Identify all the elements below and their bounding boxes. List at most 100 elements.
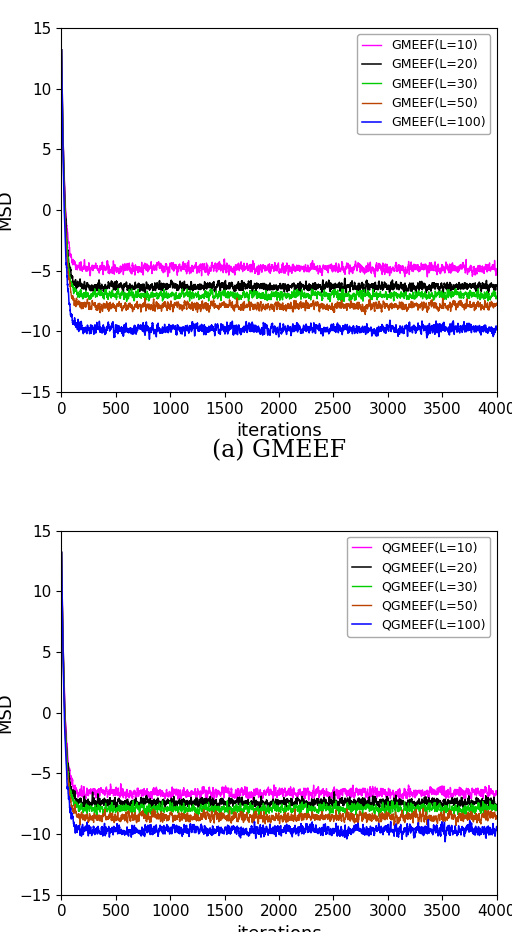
Line: QGMEEF(L=10): QGMEEF(L=10) — [61, 553, 497, 802]
QGMEEF(L=100) — [480, 824, 486, 835]
QGMEEF(L=20) — [265, 800, 271, 811]
GMEEF(L=30) — [375, 289, 381, 300]
GMEEF(L=100) — [459, 322, 465, 334]
QGMEEF(L=30) — [58, 547, 65, 558]
GMEEF(L=50) — [375, 301, 381, 312]
GMEEF(L=50) — [241, 296, 247, 308]
GMEEF(L=10) — [58, 44, 65, 55]
GMEEF(L=20) — [241, 280, 247, 291]
QGMEEF(L=30) — [245, 805, 251, 816]
GMEEF(L=10) — [494, 263, 500, 274]
QGMEEF(L=10) — [494, 788, 500, 800]
GMEEF(L=30) — [245, 291, 251, 302]
GMEEF(L=10) — [480, 263, 486, 274]
QGMEEF(L=20) — [241, 799, 247, 810]
GMEEF(L=100) — [146, 334, 153, 345]
QGMEEF(L=50) — [241, 809, 247, 820]
Line: GMEEF(L=30): GMEEF(L=30) — [61, 49, 497, 302]
QGMEEF(L=50) — [459, 815, 465, 826]
QGMEEF(L=50) — [245, 812, 251, 823]
GMEEF(L=100) — [245, 322, 251, 333]
Line: QGMEEF(L=50): QGMEEF(L=50) — [61, 553, 497, 826]
QGMEEF(L=50) — [494, 811, 500, 822]
GMEEF(L=50) — [459, 296, 465, 308]
QGMEEF(L=20) — [469, 804, 475, 816]
QGMEEF(L=100) — [442, 836, 448, 847]
GMEEF(L=100) — [480, 326, 486, 337]
GMEEF(L=30) — [480, 292, 486, 303]
GMEEF(L=20) — [245, 278, 251, 289]
QGMEEF(L=50) — [58, 547, 65, 558]
X-axis label: iterations: iterations — [236, 925, 322, 932]
QGMEEF(L=10) — [241, 788, 247, 799]
GMEEF(L=20) — [494, 281, 500, 292]
Text: (a) GMEEF: (a) GMEEF — [212, 440, 346, 462]
Line: GMEEF(L=10): GMEEF(L=10) — [61, 49, 497, 277]
GMEEF(L=10) — [245, 265, 251, 276]
GMEEF(L=100) — [494, 324, 500, 336]
GMEEF(L=10) — [372, 271, 378, 282]
QGMEEF(L=30) — [375, 802, 381, 814]
QGMEEF(L=20) — [245, 797, 251, 808]
GMEEF(L=20) — [459, 283, 465, 295]
GMEEF(L=10) — [459, 263, 465, 274]
Line: QGMEEF(L=100): QGMEEF(L=100) — [61, 553, 497, 842]
QGMEEF(L=20) — [58, 547, 65, 558]
Line: GMEEF(L=20): GMEEF(L=20) — [61, 49, 497, 294]
GMEEF(L=20) — [480, 281, 486, 293]
X-axis label: iterations: iterations — [236, 422, 322, 441]
QGMEEF(L=20) — [459, 793, 465, 804]
GMEEF(L=10) — [375, 266, 381, 277]
GMEEF(L=30) — [58, 44, 65, 55]
GMEEF(L=20) — [413, 288, 419, 299]
QGMEEF(L=10) — [58, 547, 65, 558]
QGMEEF(L=50) — [453, 820, 459, 831]
QGMEEF(L=50) — [375, 813, 381, 824]
QGMEEF(L=10) — [375, 791, 381, 802]
GMEEF(L=30) — [241, 291, 247, 302]
QGMEEF(L=30) — [94, 811, 100, 822]
GMEEF(L=50) — [245, 301, 251, 312]
GMEEF(L=100) — [58, 44, 65, 55]
QGMEEF(L=100) — [494, 821, 500, 832]
QGMEEF(L=20) — [480, 798, 486, 809]
GMEEF(L=100) — [241, 326, 247, 337]
QGMEEF(L=30) — [265, 800, 271, 811]
Line: QGMEEF(L=20): QGMEEF(L=20) — [61, 553, 497, 810]
GMEEF(L=30) — [459, 288, 465, 299]
QGMEEF(L=10) — [459, 788, 465, 800]
GMEEF(L=20) — [58, 44, 65, 55]
QGMEEF(L=100) — [459, 822, 465, 833]
GMEEF(L=30) — [265, 289, 271, 300]
GMEEF(L=50) — [58, 44, 65, 55]
QGMEEF(L=30) — [480, 806, 486, 817]
Legend: QGMEEF(L=10), QGMEEF(L=20), QGMEEF(L=30), QGMEEF(L=50), QGMEEF(L=100): QGMEEF(L=10), QGMEEF(L=20), QGMEEF(L=30)… — [347, 537, 490, 637]
GMEEF(L=50) — [480, 301, 486, 312]
GMEEF(L=30) — [494, 291, 500, 302]
GMEEF(L=20) — [375, 281, 381, 293]
GMEEF(L=30) — [123, 296, 130, 308]
QGMEEF(L=20) — [494, 801, 500, 812]
QGMEEF(L=20) — [375, 797, 381, 808]
Y-axis label: MSD: MSD — [0, 692, 14, 733]
QGMEEF(L=10) — [265, 781, 271, 792]
GMEEF(L=20) — [265, 281, 271, 292]
QGMEEF(L=10) — [480, 790, 486, 802]
Line: GMEEF(L=50): GMEEF(L=50) — [61, 49, 497, 314]
QGMEEF(L=30) — [241, 799, 247, 810]
GMEEF(L=10) — [241, 261, 247, 272]
QGMEEF(L=100) — [265, 829, 271, 841]
QGMEEF(L=100) — [241, 827, 247, 838]
GMEEF(L=100) — [375, 330, 381, 341]
GMEEF(L=50) — [494, 298, 500, 309]
QGMEEF(L=100) — [245, 828, 251, 839]
Line: GMEEF(L=100): GMEEF(L=100) — [61, 49, 497, 339]
GMEEF(L=100) — [265, 322, 271, 334]
Y-axis label: MSD: MSD — [0, 190, 14, 230]
GMEEF(L=50) — [362, 308, 368, 320]
QGMEEF(L=10) — [245, 792, 251, 803]
QGMEEF(L=100) — [58, 547, 65, 558]
GMEEF(L=50) — [265, 298, 271, 309]
Legend: GMEEF(L=10), GMEEF(L=20), GMEEF(L=30), GMEEF(L=50), GMEEF(L=100): GMEEF(L=10), GMEEF(L=20), GMEEF(L=30), G… — [357, 34, 490, 134]
Line: QGMEEF(L=30): QGMEEF(L=30) — [61, 553, 497, 816]
